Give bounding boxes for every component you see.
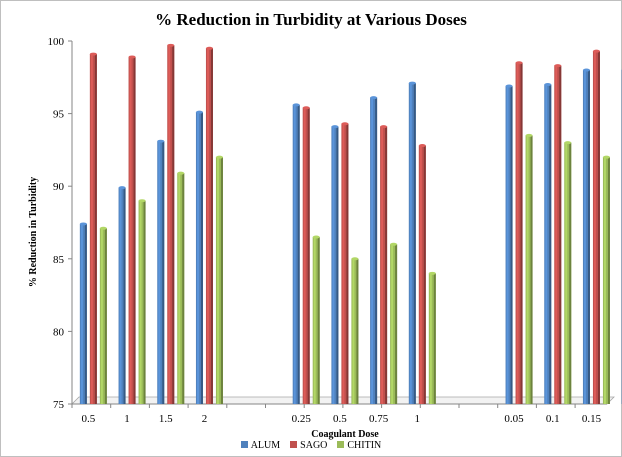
bar-sago-0.75 — [380, 125, 388, 404]
bar-chitin-0.15 — [602, 155, 610, 404]
bar-chitin-0.25 — [312, 235, 320, 404]
legend: ALUM SAGO CHITIN — [0, 440, 622, 451]
chart-title: % Reduction in Turbidity at Various Dose… — [155, 10, 467, 29]
y-tick-label: 75 — [53, 399, 65, 411]
bar-sago-0.5 — [89, 52, 97, 405]
bar-sago-0.1 — [554, 64, 562, 405]
bar-alum-0.25 — [292, 103, 300, 404]
x-tick-label: 0.25 — [292, 413, 312, 425]
x-tick-label: 0.5 — [333, 413, 347, 425]
legend-swatch — [337, 441, 345, 448]
bar-alum-1 — [118, 186, 126, 404]
x-tick-label: 1 — [124, 413, 130, 425]
bar-chitin-0.75 — [390, 242, 398, 404]
bar-chitin-0.5 — [351, 257, 359, 404]
y-tick-label: 80 — [53, 326, 65, 338]
bar-alum-0.05 — [505, 84, 513, 405]
tick-labels: 75 80 85 90 95 100 0.5 1 1.5 2 0.25 0.5 0.75 1 0.05 0.1… — [48, 36, 602, 425]
bars — [79, 43, 622, 405]
bar-chitin-1 — [428, 271, 436, 404]
x-tick-label: 0.5 — [81, 413, 95, 425]
y-tick-label: 100 — [48, 36, 65, 48]
bar-alum-2 — [195, 110, 203, 404]
legend-swatch — [240, 441, 248, 448]
bar-sago-1 — [418, 144, 426, 404]
legend-item-chitin: CHITIN — [337, 440, 381, 451]
bar-chitin-1.5 — [177, 171, 185, 404]
x-tick-label: 1.5 — [159, 413, 173, 425]
y-tick-label: 90 — [53, 181, 65, 193]
bar-alum-0.5 — [331, 125, 339, 404]
legend-swatch — [290, 441, 298, 448]
legend-label: SAGO — [300, 440, 328, 451]
bar-alum-1.5 — [157, 139, 165, 405]
x-axis-label: Coagulant Dose — [311, 429, 379, 440]
y-tick-label: 95 — [53, 109, 65, 121]
bar-alum-0.15 — [582, 68, 590, 404]
legend-label: ALUM — [250, 440, 281, 451]
bar-alum-0.75 — [370, 96, 378, 405]
bar-sago-0.15 — [592, 49, 600, 404]
legend-label: CHITIN — [347, 440, 382, 451]
x-tick-label: 1 — [415, 413, 421, 425]
bar-chitin-0.1 — [564, 141, 572, 404]
x-tick-label: 0.05 — [504, 413, 524, 425]
bar-chitin-2 — [215, 155, 223, 404]
y-tick-label: 85 — [53, 254, 65, 266]
bar-sago-1 — [128, 55, 136, 405]
x-tick-label: 0.1 — [546, 413, 560, 425]
bar-chitin-0.05 — [525, 133, 533, 404]
bar-alum-0.1 — [544, 83, 552, 404]
bar-sago-2 — [205, 46, 213, 404]
bar-sago-1.5 — [167, 43, 175, 405]
bar-alum-0.5 — [79, 222, 87, 404]
legend-item-sago: SAGO — [290, 440, 327, 451]
y-axis-label: % Reduction in Turbidity — [28, 177, 39, 287]
bar-chitin-1 — [138, 199, 146, 404]
x-tick-label: 0.75 — [369, 413, 389, 425]
x-tick-label: 2 — [202, 413, 208, 425]
bar-sago-0.05 — [515, 61, 523, 404]
bar-sago-0.5 — [341, 122, 349, 404]
bar-alum-1 — [408, 81, 416, 404]
bar-chitin-0.5 — [99, 226, 107, 404]
bar-sago-0.25 — [302, 106, 310, 405]
x-tick-label: 0.15 — [582, 413, 602, 425]
legend-item-alum: ALUM — [240, 440, 281, 451]
